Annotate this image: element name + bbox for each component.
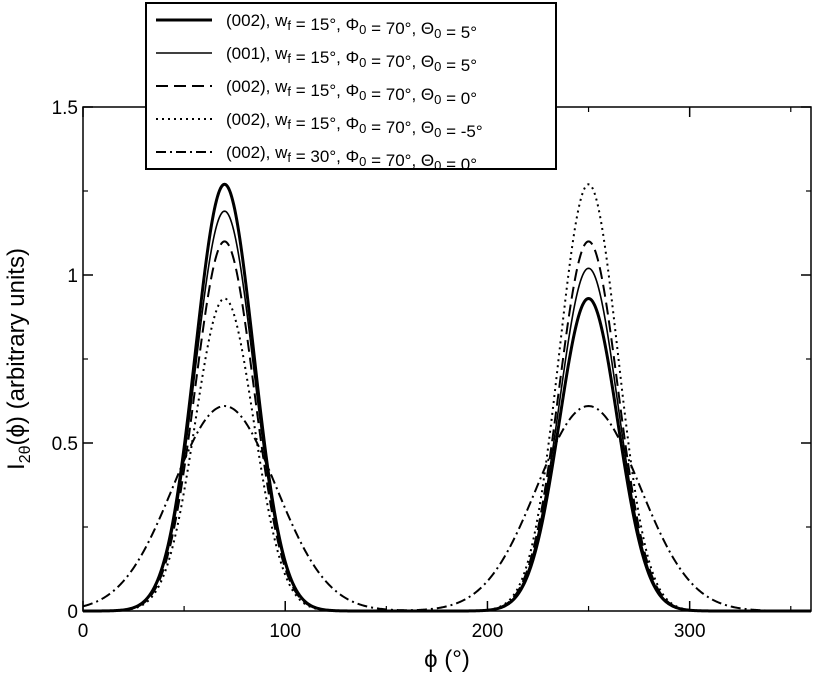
series-line-3 bbox=[83, 240, 811, 612]
legend-box bbox=[145, 2, 557, 170]
legend-entry: (002), wf = 15°, Φ0 = 70°, Θ0 = -5° bbox=[226, 110, 483, 141]
x-tick-label: 200 bbox=[472, 621, 504, 642]
x-tick-label: 300 bbox=[674, 621, 706, 642]
legend-entry: (002), wf = 30°, Φ0 = 70°, Θ0 = 0° bbox=[226, 143, 477, 174]
legend: (002), wf = 15°, Φ0 = 70°, Θ0 = 5°(001),… bbox=[145, 2, 557, 174]
curves-layer bbox=[82, 182, 811, 613]
legend-entry: (001), wf = 15°, Φ0 = 70°, Θ0 = 5° bbox=[226, 44, 477, 75]
plot-frame bbox=[82, 106, 812, 612]
y-axis-label: I2θ(ϕ) (arbitrary units) bbox=[3, 248, 34, 470]
y-tick-label: 0.5 bbox=[52, 434, 78, 455]
legend-entry: (002), wf = 15°, Φ0 = 70°, Θ0 = 0° bbox=[226, 77, 477, 108]
y-tick-label: 1 bbox=[67, 266, 78, 287]
series-line-5 bbox=[82, 405, 811, 612]
x-axis-label: ϕ (°) bbox=[424, 646, 470, 673]
legend-entry: (002), wf = 15°, Φ0 = 70°, Θ0 = 5° bbox=[226, 11, 477, 42]
x-tick-label: 100 bbox=[269, 621, 301, 642]
ticks-layer: 0 100 200 300 0 0.5 1 1.5 bbox=[52, 98, 811, 642]
y-tick-label: 0 bbox=[67, 602, 78, 623]
y-tick-label: 1.5 bbox=[52, 98, 78, 119]
x-tick-label: 0 bbox=[78, 621, 89, 642]
